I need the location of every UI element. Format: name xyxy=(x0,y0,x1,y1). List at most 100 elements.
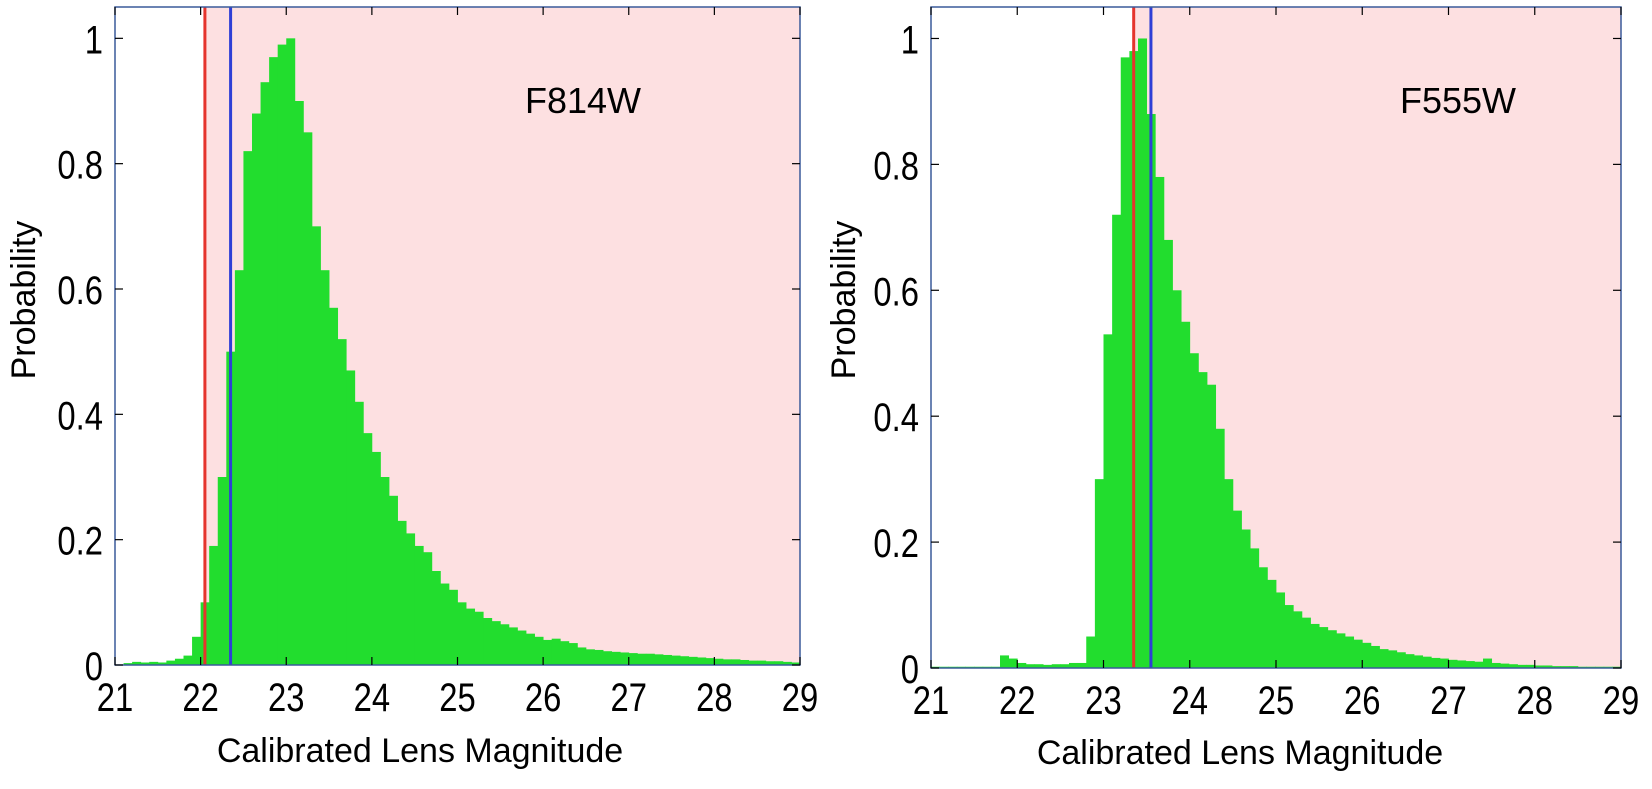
y-tick-label: 0.6 xyxy=(57,268,103,313)
histogram-bar xyxy=(166,660,176,665)
x-tick-label: 23 xyxy=(1085,678,1121,723)
histogram-bar xyxy=(1000,655,1010,668)
histogram-bar xyxy=(731,659,741,665)
histogram-bar xyxy=(714,658,724,665)
histogram-bar xyxy=(157,662,167,665)
panel-f814w: 21 22 23 24 25 26 27 28 29 0 0.2 0.4 0.6 0.8 1 F814W Cal… xyxy=(5,6,818,770)
histogram-bar xyxy=(1552,666,1562,668)
histogram-bar xyxy=(1215,428,1225,668)
histogram-bar xyxy=(1508,664,1518,668)
histogram-bar xyxy=(1543,665,1553,668)
histogram-bar xyxy=(508,627,518,665)
histogram-bar xyxy=(1534,665,1544,668)
x-tick-label: 27 xyxy=(611,675,647,720)
x-tick-label: 25 xyxy=(1258,678,1294,723)
histogram-bar xyxy=(1370,645,1380,668)
histogram-bar xyxy=(217,477,227,665)
histogram-bar xyxy=(1500,663,1510,668)
histogram-bar xyxy=(1207,384,1217,668)
histogram-bar xyxy=(1025,664,1035,668)
histogram-bar xyxy=(1465,661,1475,668)
histogram-bar xyxy=(1345,636,1355,668)
histogram-bar xyxy=(483,618,493,665)
histogram-bar xyxy=(346,370,356,665)
histogram-bar xyxy=(551,638,561,665)
x-tick-label: 24 xyxy=(354,675,390,720)
histogram-bar xyxy=(1155,176,1165,668)
histogram-bar xyxy=(337,339,347,665)
x-tick-label: 27 xyxy=(1430,678,1466,723)
histogram-bar xyxy=(1517,664,1527,668)
histogram-bar xyxy=(1439,658,1449,668)
histogram-bar xyxy=(1327,630,1337,668)
histogram-bar xyxy=(380,477,390,665)
histogram-bar xyxy=(209,545,219,665)
histogram-bar xyxy=(1189,353,1199,668)
histogram-bar xyxy=(1250,548,1260,668)
histogram-bar xyxy=(1034,664,1044,668)
histogram-bar xyxy=(585,649,595,665)
histogram-bar xyxy=(1310,623,1320,668)
histogram-bar xyxy=(277,44,287,666)
histogram-bar xyxy=(320,270,330,665)
x-tick-label: 26 xyxy=(1344,678,1380,723)
x-tick-label: 21 xyxy=(97,675,133,720)
histogram-bar xyxy=(791,662,801,665)
histogram-bar xyxy=(577,647,587,665)
x-tick-label: 25 xyxy=(439,675,475,720)
histogram-bar xyxy=(243,151,253,666)
y-axis-label: Probability xyxy=(825,221,863,380)
histogram-bar xyxy=(500,624,510,665)
histogram-bar xyxy=(474,611,484,665)
histogram-bar xyxy=(1569,666,1579,668)
histogram-bar xyxy=(774,661,784,665)
histogram-bar xyxy=(1301,617,1311,668)
histogram-bar xyxy=(132,661,142,665)
histogram-bar xyxy=(1198,372,1208,668)
histogram-bar xyxy=(149,661,159,665)
histogram-bar xyxy=(311,226,321,666)
annotation-label: F555W xyxy=(1400,80,1516,121)
histogram-bar xyxy=(628,653,638,665)
histogram-bar xyxy=(765,661,775,665)
histogram-bar xyxy=(294,101,304,665)
x-tick-label: 22 xyxy=(999,678,1035,723)
histogram-bar xyxy=(1362,642,1372,668)
histogram-bar xyxy=(1069,662,1079,668)
x-tick-label: 26 xyxy=(525,675,561,720)
histogram-bar xyxy=(568,643,578,665)
histogram-bar xyxy=(1120,57,1130,669)
histogram-bar xyxy=(371,451,381,665)
y-tick-label: 0.6 xyxy=(873,269,919,314)
y-tick-label: 1 xyxy=(85,17,103,62)
histogram-bar xyxy=(397,520,407,665)
x-tick-label: 24 xyxy=(1172,678,1208,723)
histogram-bar xyxy=(183,655,193,665)
x-tick-label: 23 xyxy=(268,675,304,720)
histogram-bar xyxy=(654,654,664,665)
histogram-bar xyxy=(252,113,261,666)
histogram-bar xyxy=(260,82,270,665)
histogram-bar xyxy=(705,658,715,665)
histogram-bar xyxy=(543,639,553,665)
histogram-bar xyxy=(1103,334,1113,668)
histogram-bar xyxy=(620,652,630,665)
x-tick-label: 29 xyxy=(1603,678,1639,723)
histogram-bar xyxy=(123,663,133,665)
y-tick-label: 0 xyxy=(85,644,103,689)
histogram-bar xyxy=(517,630,527,665)
histogram-bar xyxy=(1008,658,1018,668)
histogram-bar xyxy=(1560,666,1570,668)
histogram-bar xyxy=(637,653,647,665)
histogram-bar xyxy=(1267,579,1277,668)
y-tick-label: 0.2 xyxy=(57,519,103,564)
y-tick-label: 0.4 xyxy=(873,395,919,440)
histogram-bar xyxy=(406,533,416,665)
histogram-bar xyxy=(1276,592,1286,668)
histogram-bar xyxy=(671,655,681,665)
histogram-bar xyxy=(782,661,792,665)
x-tick-label: 29 xyxy=(782,675,818,720)
histogram-bar xyxy=(757,660,767,665)
